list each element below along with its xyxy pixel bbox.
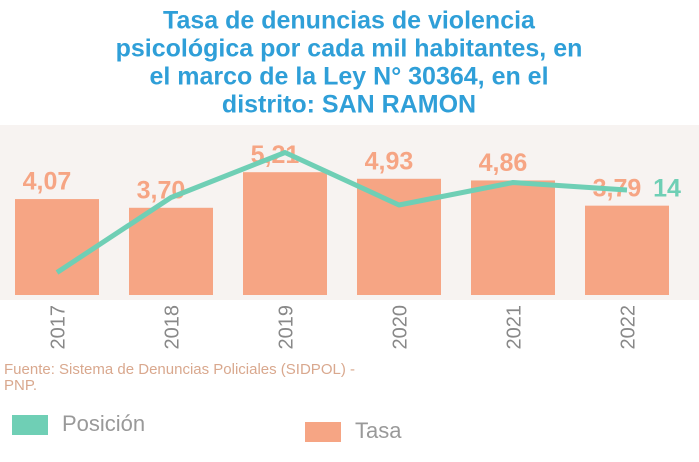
bar (129, 207, 213, 295)
chart-title: psicológica por cada mil habitantes, en (116, 35, 583, 63)
x-tick-label: 2017 (47, 305, 69, 350)
x-tick-label: 2018 (161, 305, 183, 350)
chart-title: Tasa de denuncias de violencia (163, 7, 536, 35)
chart-title: el marco de la Ley N° 30364, en el (149, 63, 548, 91)
bar (243, 172, 327, 295)
data-label: 4,07 (23, 168, 72, 196)
source: PNP. (4, 377, 37, 394)
legend-swatch (12, 415, 48, 435)
bar (357, 178, 441, 295)
data-label: 3,70 (137, 176, 186, 204)
bar (471, 180, 555, 295)
source: Fuente: Sistema de Denuncias Policiales … (4, 361, 355, 378)
data-label: 4,86 (479, 149, 528, 177)
x-tick-label: 2021 (503, 305, 525, 350)
legend-label: Posición (62, 411, 145, 436)
x-tick-label: 2019 (275, 305, 297, 350)
chart-title: distrito: SAN RAMON (222, 91, 476, 119)
x-tick-label: 2020 (389, 305, 411, 350)
legend-label: Tasa (355, 418, 402, 443)
data-label: 4,93 (365, 147, 414, 175)
bar (15, 199, 99, 295)
legend-swatch (305, 422, 341, 442)
bar (585, 205, 669, 295)
plot-background (0, 125, 699, 300)
data-label: 14 (653, 175, 681, 203)
line (55, 150, 628, 275)
x-tick-label: 2022 (617, 305, 639, 350)
